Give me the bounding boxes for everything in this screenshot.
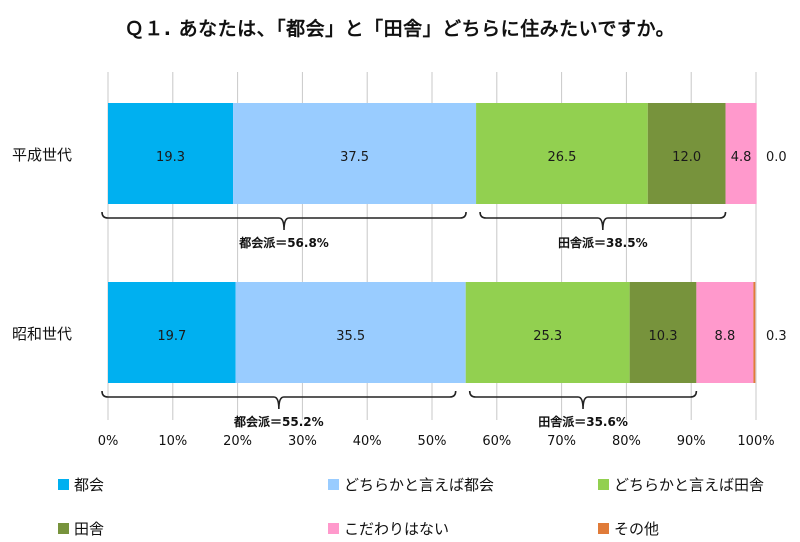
group-brace <box>101 390 457 410</box>
legend-item: 都会 <box>58 474 104 495</box>
group-annotation: 田舎派＝38.5% <box>558 235 648 250</box>
group-braces: 都会派＝56.8% 田舎派＝38.5% 都会派＝55.2% 田舎派＝35.6% <box>101 211 727 429</box>
bar-segment <box>108 103 234 204</box>
x-tick-label: 40% <box>353 434 382 449</box>
x-tick-label: 20% <box>223 434 252 449</box>
data-label: 10.3 <box>649 329 678 344</box>
data-label: 12.0 <box>672 150 701 165</box>
legend-swatch <box>58 523 69 534</box>
x-tick-label: 10% <box>158 434 187 449</box>
group-brace <box>479 211 727 231</box>
stacked-bar-chart: 19.3 37.5 26.5 12.0 4.8 0.0 19.7 35.5 25.3 10.3 8.… <box>12 72 787 449</box>
bar-segment <box>753 282 756 383</box>
legend: 都会 どちらかと言えば都会 どちらかと言えば田舎田舎 こだわりはない その他 <box>58 470 798 540</box>
legend-label: 都会 <box>74 476 105 494</box>
legend-label: 田舎 <box>74 520 105 538</box>
chart-title: Ｑ１. あなたは、「都会」と「田舎」どちらに住みたいですか。 <box>124 18 676 40</box>
legend-item: どちらかと言えば都会 <box>328 474 494 495</box>
group-annotation: 都会派＝55.2% <box>233 414 324 429</box>
x-axis-ticks: 0% 10% 20% 30% 40% 50% 60% 70% 80% 90% 100% <box>98 434 775 449</box>
legend-item: どちらかと言えば田舎 <box>598 474 764 495</box>
bar-segment <box>647 103 726 204</box>
bar-segment <box>465 282 630 383</box>
category-label: 平成世代 <box>12 146 72 164</box>
group-brace <box>101 211 467 231</box>
data-label: 19.7 <box>157 329 186 344</box>
data-label: 25.3 <box>533 329 562 344</box>
x-tick-label: 80% <box>612 434 641 449</box>
legend-swatch <box>58 479 69 490</box>
data-label: 26.5 <box>547 150 576 165</box>
group-annotation: 田舎派＝35.6% <box>538 414 628 429</box>
legend-swatch <box>328 523 339 534</box>
legend-swatch <box>328 479 339 490</box>
data-label: 0.3 <box>766 329 787 344</box>
legend-swatch <box>598 523 609 534</box>
legend-item: 田舎 <box>58 518 104 539</box>
x-tick-label: 0% <box>98 434 119 449</box>
bar-segment <box>696 282 754 383</box>
data-label: 19.3 <box>156 150 185 165</box>
x-tick-label: 50% <box>418 434 447 449</box>
legend-label: どちらかと言えば田舎 <box>614 476 765 494</box>
data-label: 0.0 <box>766 150 787 165</box>
legend-item: こだわりはない <box>328 518 449 539</box>
category-label: 昭和世代 <box>12 325 72 343</box>
bar-segment <box>108 282 236 383</box>
data-label: 4.8 <box>731 150 752 165</box>
bar-segment <box>235 282 466 383</box>
x-tick-label: 100% <box>737 434 774 449</box>
x-tick-label: 30% <box>288 434 317 449</box>
bar-segment <box>629 282 697 383</box>
x-tick-label: 90% <box>677 434 706 449</box>
legend-item: その他 <box>598 518 659 539</box>
group-annotation: 都会派＝56.8% <box>238 235 329 250</box>
bar-segment <box>476 103 648 204</box>
legend-swatch <box>598 479 609 490</box>
data-label: 35.5 <box>336 329 365 344</box>
legend-label: その他 <box>614 520 660 538</box>
legend-label: どちらかと言えば都会 <box>344 476 495 494</box>
legend-label: こだわりはない <box>344 520 450 538</box>
x-tick-label: 70% <box>547 434 576 449</box>
bars: 19.3 37.5 26.5 12.0 4.8 0.0 19.7 35.5 25.3 10.3 8.… <box>108 103 787 383</box>
data-label: 37.5 <box>340 150 369 165</box>
data-label: 8.8 <box>715 329 736 344</box>
x-tick-label: 60% <box>482 434 511 449</box>
group-brace <box>468 390 698 410</box>
bar-segment <box>725 103 757 204</box>
bar-segment <box>233 103 477 204</box>
